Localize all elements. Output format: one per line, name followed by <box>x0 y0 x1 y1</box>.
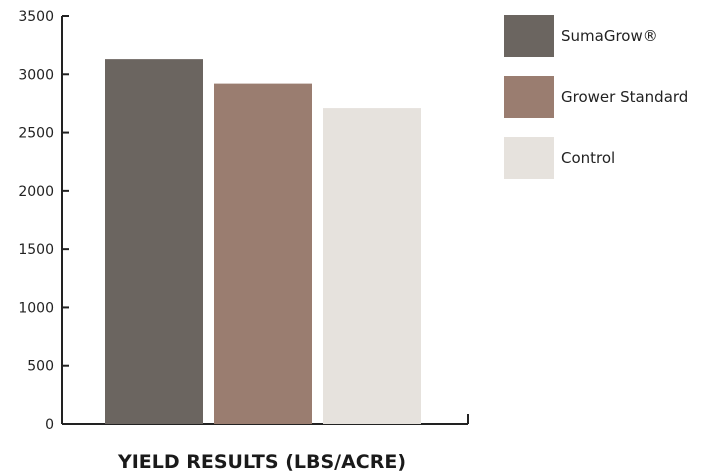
y-tick-label: 1000 <box>18 300 54 316</box>
y-tick-label: 500 <box>27 359 54 375</box>
x-axis-label: YIELD RESULTS (LBS/ACRE) <box>117 451 406 473</box>
bar <box>105 59 203 424</box>
legend-label: SumaGrow® <box>561 27 658 45</box>
chart-bars <box>105 59 421 425</box>
y-tick-label: 3000 <box>18 67 54 83</box>
legend-label: Grower Standard <box>561 88 688 106</box>
y-tick-label: 1500 <box>18 242 54 258</box>
y-tick-label: 2500 <box>18 126 54 142</box>
legend-label: Control <box>561 149 615 167</box>
bar <box>323 108 421 424</box>
y-tick-label: 0 <box>45 417 54 433</box>
legend-swatch <box>504 137 554 179</box>
legend-swatch <box>504 15 554 57</box>
y-tick-label: 2000 <box>18 184 54 200</box>
bar <box>214 83 312 425</box>
chart-legend: SumaGrow® Grower Standard Control <box>504 15 688 179</box>
y-tick-label: 3500 <box>18 9 54 25</box>
legend-swatch <box>504 76 554 118</box>
